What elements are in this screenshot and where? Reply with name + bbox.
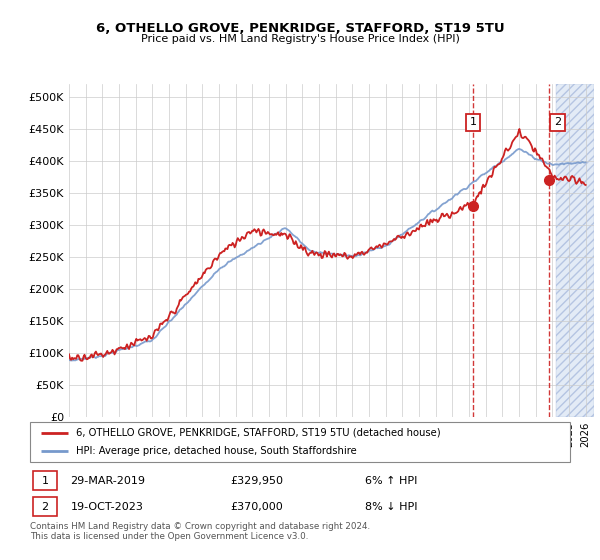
- Text: 2: 2: [41, 502, 49, 512]
- Text: £370,000: £370,000: [230, 502, 283, 512]
- Text: £329,950: £329,950: [230, 475, 283, 486]
- FancyBboxPatch shape: [33, 497, 57, 516]
- Text: 1: 1: [41, 475, 49, 486]
- Text: 1: 1: [469, 118, 476, 128]
- Text: 19-OCT-2023: 19-OCT-2023: [71, 502, 143, 512]
- Text: 29-MAR-2019: 29-MAR-2019: [71, 475, 146, 486]
- Text: 8% ↓ HPI: 8% ↓ HPI: [365, 502, 418, 512]
- Text: HPI: Average price, detached house, South Staffordshire: HPI: Average price, detached house, Sout…: [76, 446, 356, 456]
- Bar: [556, 84, 594, 417]
- Text: 6, OTHELLO GROVE, PENKRIDGE, STAFFORD, ST19 5TU (detached house): 6, OTHELLO GROVE, PENKRIDGE, STAFFORD, S…: [76, 428, 440, 437]
- Text: Contains HM Land Registry data © Crown copyright and database right 2024.
This d: Contains HM Land Registry data © Crown c…: [30, 522, 370, 542]
- FancyBboxPatch shape: [33, 471, 57, 491]
- Bar: [556, 84, 594, 417]
- Text: 2: 2: [554, 118, 561, 128]
- Text: 6% ↑ HPI: 6% ↑ HPI: [365, 475, 417, 486]
- FancyBboxPatch shape: [30, 422, 570, 462]
- Text: Price paid vs. HM Land Registry's House Price Index (HPI): Price paid vs. HM Land Registry's House …: [140, 34, 460, 44]
- Text: 6, OTHELLO GROVE, PENKRIDGE, STAFFORD, ST19 5TU: 6, OTHELLO GROVE, PENKRIDGE, STAFFORD, S…: [95, 22, 505, 35]
